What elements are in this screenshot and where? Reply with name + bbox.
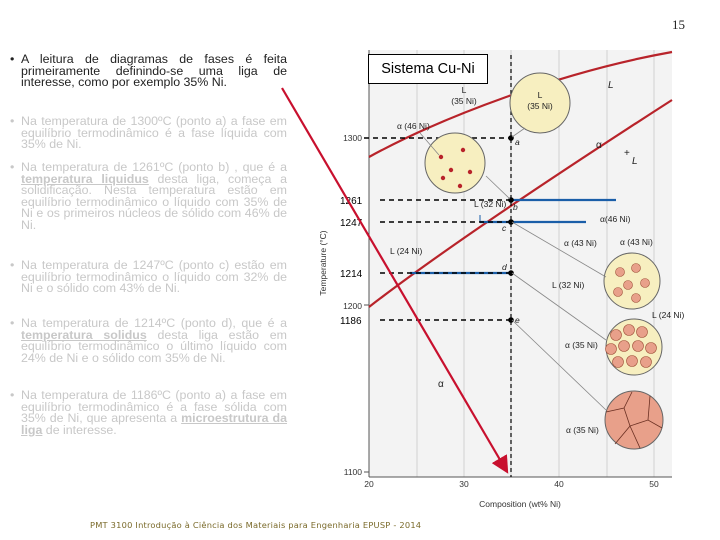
svg-text:α(46 Ni): α(46 Ni) <box>600 214 631 224</box>
region-alpha-L-plus: + <box>624 148 630 159</box>
bullet-item-1: • A leitura de diagramas de fases é feit… <box>10 52 287 90</box>
diagram-title: Sistema Cu-Ni <box>368 54 488 84</box>
bullet-text-4: Na temperatura de 1247ºC (ponto c) estão… <box>21 258 287 296</box>
bullet-item-2: • Na temperatura de 1300ºC (ponto a) a f… <box>10 114 287 152</box>
svg-text:α (35 Ni): α (35 Ni) <box>565 340 598 350</box>
x-ticks: 20 30 40 50 <box>364 479 659 489</box>
keyword-liquidus: temperatura liquidus <box>21 171 149 186</box>
point-a: a <box>515 137 520 147</box>
y-axis-label: Temperature (°C) <box>318 230 328 295</box>
point-e: e <box>515 315 520 325</box>
svg-text:L (24 Ni): L (24 Ni) <box>390 246 422 256</box>
x-tick-20: 20 <box>364 479 374 489</box>
temp-label-1261: 1261 <box>340 196 363 207</box>
microstructure-liquid-35 <box>509 72 571 134</box>
temp-label-1214: 1214 <box>340 269 363 280</box>
bullet-item-3: • Na temperatura de 1261ºC (ponto b) , q… <box>10 160 287 232</box>
y-ticks: 1300 1200 1100 <box>343 133 369 477</box>
bullet-item-4: • Na temperatura de 1247ºC (ponto c) est… <box>10 258 287 296</box>
region-liquid: L <box>608 80 614 91</box>
point-d: d <box>502 262 507 272</box>
svg-text:L (24 Ni): L (24 Ni) <box>652 310 684 320</box>
svg-text:L (32 Ni): L (32 Ni) <box>474 199 506 209</box>
microstructure-alpha-35-grains <box>604 390 664 450</box>
y-tick-1300: 1300 <box>343 133 362 143</box>
point-c: c <box>502 223 507 233</box>
point-b: b <box>513 202 518 212</box>
temperature-guides <box>364 137 509 321</box>
bullet-item-6: • Na temperatura de 1186ºC (ponto a) a f… <box>10 388 287 437</box>
liquidus-curve <box>368 50 673 158</box>
region-solid-alpha: α <box>438 379 444 390</box>
keyword-solidus: temperatura solidus <box>21 327 147 342</box>
y-tick-1100: 1100 <box>344 467 363 477</box>
composition-arrow <box>281 87 509 474</box>
bullet-text-2: Na temperatura de 1300ºC (ponto a) a fas… <box>21 114 287 152</box>
region-alpha-L-alpha: α <box>596 140 602 151</box>
region-alpha-L-L: L <box>632 156 638 167</box>
svg-text:α (43 Ni): α (43 Ni) <box>564 238 597 248</box>
page-number: 15 <box>672 17 685 32</box>
svg-text:α (43 Ni): α (43 Ni) <box>620 237 653 247</box>
solidus-curve <box>368 99 673 308</box>
x-tick-30: 30 <box>459 479 469 489</box>
footer: PMT 3100 Introdução à Ciência dos Materi… <box>90 520 422 530</box>
keyword-microestrutura: microestrutura da liga <box>21 411 287 437</box>
svg-text:(35 Ni): (35 Ni) <box>527 101 553 111</box>
svg-text:L (32 Ni): L (32 Ni) <box>552 280 584 290</box>
label-alpha-46: α (46 Ni) <box>397 121 430 131</box>
svg-text:L: L <box>538 90 543 100</box>
x-tick-50: 50 <box>649 479 659 489</box>
svg-text:α (35 Ni): α (35 Ni) <box>566 425 599 435</box>
svg-text:(35 Ni): (35 Ni) <box>451 96 477 106</box>
x-tick-40: 40 <box>554 479 564 489</box>
temp-label-1247: 1247 <box>340 218 363 229</box>
svg-text:L: L <box>462 85 467 95</box>
microstructure-nuclei-46 <box>424 132 486 194</box>
temp-label-1186: 1186 <box>340 316 362 327</box>
bullet-text-1: A leitura de diagramas de fases é feita … <box>21 52 287 90</box>
y-tick-1200: 1200 <box>343 301 362 311</box>
x-axis-label: Composition (wt% Ni) <box>479 499 561 509</box>
bullet-item-5: • Na temperatura de 1214ºC (ponto d), qu… <box>10 316 287 365</box>
